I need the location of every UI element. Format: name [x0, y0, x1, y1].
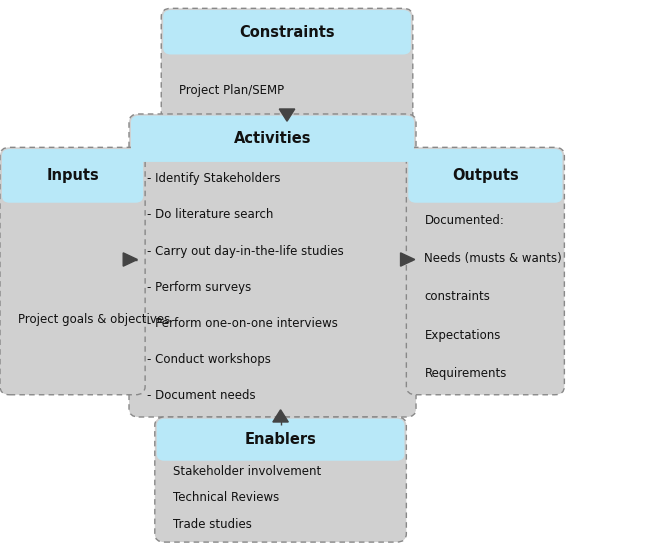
Text: Technical Reviews: Technical Reviews [173, 492, 279, 504]
Text: - Perform surveys: - Perform surveys [147, 281, 252, 294]
Text: Project Plan/SEMP: Project Plan/SEMP [179, 85, 284, 97]
Text: - Do literature search: - Do literature search [147, 208, 273, 221]
Text: Constraints: Constraints [239, 25, 335, 39]
FancyBboxPatch shape [406, 147, 564, 395]
FancyBboxPatch shape [155, 417, 406, 542]
Text: Trade studies: Trade studies [173, 518, 252, 531]
Text: - Document needs: - Document needs [147, 390, 255, 403]
Text: - Carry out day-in-the-life studies: - Carry out day-in-the-life studies [147, 245, 344, 257]
FancyBboxPatch shape [131, 116, 414, 162]
Polygon shape [273, 410, 288, 422]
FancyBboxPatch shape [157, 419, 404, 461]
FancyBboxPatch shape [408, 149, 562, 203]
Text: - Identify Stakeholders: - Identify Stakeholders [147, 172, 281, 185]
Text: Requirements: Requirements [424, 366, 507, 380]
Text: constraints: constraints [424, 290, 490, 304]
Text: Inputs: Inputs [46, 168, 99, 183]
Text: - Perform one-on-one interviews: - Perform one-on-one interviews [147, 317, 338, 330]
FancyBboxPatch shape [2, 149, 143, 203]
Text: Enablers: Enablers [244, 432, 317, 447]
Text: Stakeholder involvement: Stakeholder involvement [173, 465, 321, 478]
Text: Expectations: Expectations [424, 329, 501, 341]
Text: Outputs: Outputs [452, 168, 519, 183]
Text: Activities: Activities [233, 131, 312, 146]
Text: Needs (musts & wants): Needs (musts & wants) [424, 252, 562, 265]
FancyBboxPatch shape [161, 8, 413, 122]
Polygon shape [123, 253, 137, 266]
FancyBboxPatch shape [0, 147, 145, 395]
Text: - Conduct workshops: - Conduct workshops [147, 353, 271, 366]
FancyBboxPatch shape [129, 114, 416, 417]
Polygon shape [279, 109, 295, 121]
Text: Project goals & objectives: Project goals & objectives [18, 313, 170, 326]
FancyBboxPatch shape [163, 10, 411, 54]
Polygon shape [401, 253, 415, 266]
Text: Documented:: Documented: [424, 214, 504, 227]
